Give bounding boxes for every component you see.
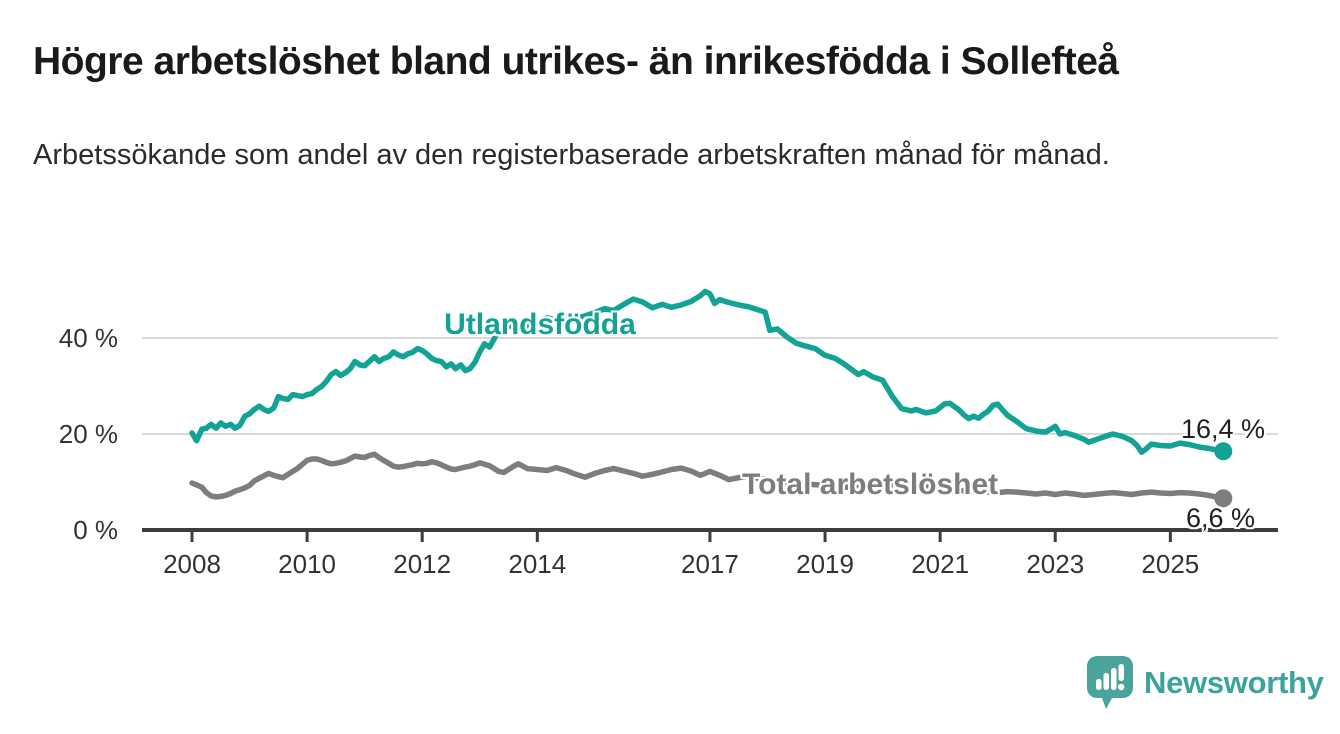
y-tick-label: 20 % [58,419,118,449]
series-line-total [189,451,1227,502]
newsworthy-bubble-chart-icon [1087,656,1133,709]
x-tick-label: 2019 [796,549,854,579]
y-tick-label: 0 % [73,515,118,545]
series-line-utlandsfodda [189,288,1227,455]
end-dot-total [1214,489,1233,508]
series-label-utlandsfodda: Utlandsfödda [444,308,636,341]
newsworthy-wordmark: Newsworthy [1144,665,1324,700]
x-tick-label: 2008 [163,549,221,579]
end-dot-utlandsfodda [1214,442,1233,461]
x-tick-label: 2021 [911,549,970,579]
x-tick-label: 2025 [1141,549,1200,579]
x-tick-label: 2010 [278,549,337,579]
end-value-label-total: 6,6 % [1185,503,1255,533]
x-tick-label: 2014 [508,549,567,579]
x-tick-label: 2012 [393,549,452,579]
page-title: Högre arbetslöshet bland utrikes- än inr… [33,40,1119,83]
chart-subtitle: Arbetssökande som andel av den registerb… [33,139,1110,171]
x-tick-label: 2017 [681,549,739,579]
end-value-label-utlandsfodda: 16,4 % [1180,414,1265,444]
x-tick-label: 2023 [1026,549,1085,579]
newsworthy-logo: Newsworthy [1086,654,1324,712]
series-label-total-arbetsloshet: Total arbetslöshet [742,468,999,501]
y-tick-label: 40 % [58,323,118,353]
